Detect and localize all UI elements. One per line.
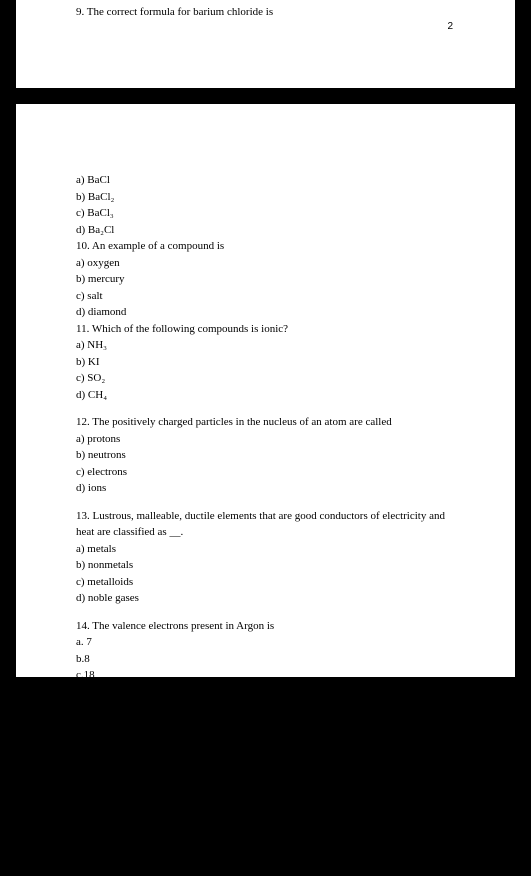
option-16d: d) Oxygen	[76, 860, 455, 876]
option-12c: c) electrons	[76, 464, 455, 481]
page-number: 2	[447, 21, 453, 32]
option-15a: a) iodine	[76, 728, 455, 745]
option-10a: a) oxygen	[76, 255, 455, 272]
option-14a: a. 7	[76, 634, 455, 651]
option-13c: c) metalloids	[76, 574, 455, 591]
option-15c: c) bromine	[76, 761, 455, 778]
option-14d: d.0	[76, 684, 455, 701]
option-11a: a) NH₃	[76, 337, 455, 354]
option-11d: d) CH₄	[76, 387, 455, 404]
option-12a: a) protons	[76, 431, 455, 448]
option-10d: d) diamond	[76, 304, 455, 321]
question-9: 9. The correct formula for barium chlori…	[76, 4, 455, 21]
option-16c: c) Hydrogen	[76, 843, 455, 860]
option-15d: d) indium	[76, 777, 455, 794]
option-9c: c) BaCl₃	[76, 205, 455, 222]
page-2: a) BaCl b) BaCl₂ c) BaCl₃ d) Ba₂Cl 10. A…	[16, 104, 515, 677]
question-10: 10. An example of a compound is	[76, 238, 455, 255]
option-10c: c) salt	[76, 288, 455, 305]
option-9d: d) Ba₂Cl	[76, 222, 455, 239]
option-14b: b.8	[76, 651, 455, 668]
option-10b: b) mercury	[76, 271, 455, 288]
question-11: 11. Which of the following compounds is …	[76, 321, 455, 338]
option-9a: a) BaCl	[76, 172, 455, 189]
page-1: 9. The correct formula for barium chlori…	[16, 0, 515, 88]
question-12: 12. The positively charged particles in …	[76, 414, 455, 431]
spacer	[76, 607, 455, 618]
question-15: 15. Which of the following is an example…	[76, 711, 455, 728]
option-13d: d) noble gases	[76, 590, 455, 607]
question-16: 16. Which one of the following elements …	[76, 794, 455, 811]
option-16a: a) Francium	[76, 810, 455, 827]
option-11c: c) SO₂	[76, 370, 455, 387]
option-12d: d) ions	[76, 480, 455, 497]
option-14c: c.18	[76, 667, 455, 684]
spacer	[76, 497, 455, 508]
question-13: 13. Lustrous, malleable, ductile element…	[76, 508, 455, 541]
option-15b: b) boron	[76, 744, 455, 761]
option-13a: a) metals	[76, 541, 455, 558]
option-13b: b) nonmetals	[76, 557, 455, 574]
question-14: 14. The valence electrons present in Arg…	[76, 618, 455, 635]
option-16b: b)Fluorine	[76, 827, 455, 844]
spacer	[76, 403, 455, 414]
spacer	[76, 700, 455, 711]
option-11b: b) KI	[76, 354, 455, 371]
option-9b: b) BaCl₂	[76, 189, 455, 206]
option-12b: b) neutrons	[76, 447, 455, 464]
